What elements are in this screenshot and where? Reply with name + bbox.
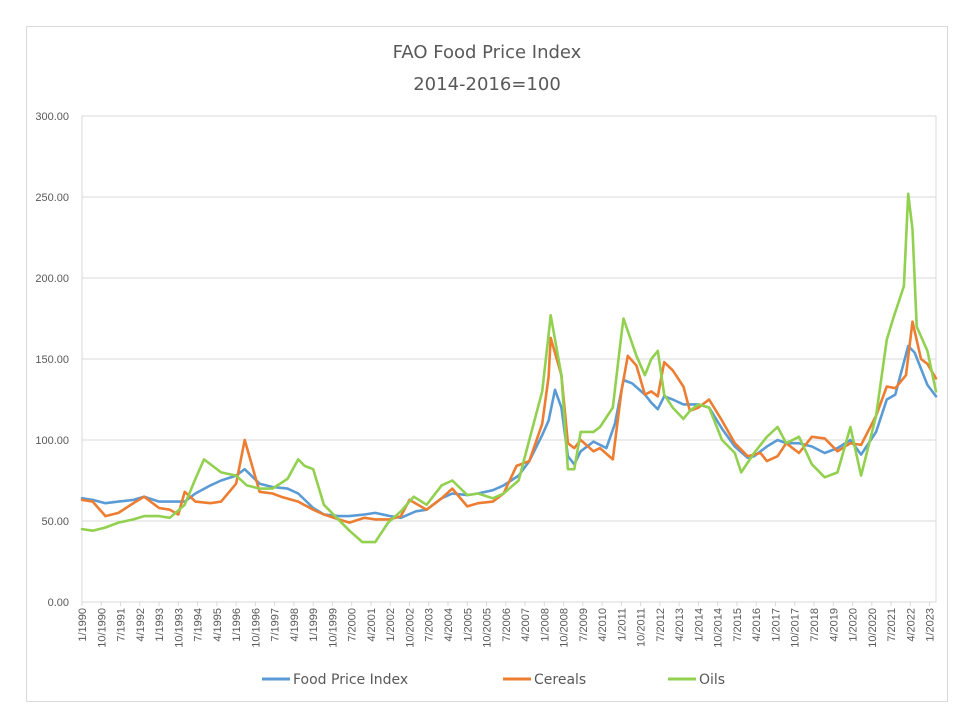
x-tick-label: 7/2015 (732, 608, 744, 642)
x-tick-label: 7/2006 (501, 608, 513, 642)
x-tick-label: 10/2017 (790, 608, 802, 648)
y-tick-label: 150.00 (35, 354, 69, 366)
series-line-food-price-index (80, 344, 938, 520)
y-tick-label: 100.00 (35, 435, 69, 447)
x-tick-label: 1/2017 (770, 608, 782, 642)
x-tick-label: 4/1992 (135, 608, 147, 642)
x-tick-label: 4/2019 (828, 608, 840, 642)
x-tick-label: 4/2010 (597, 608, 609, 642)
x-tick-label: 4/2022 (905, 608, 917, 642)
x-tick-label: 10/2002 (404, 608, 416, 648)
y-axis-ticks: 0.00 50.00 100.00 150.00 200.00 250.00 300.00 (35, 111, 69, 609)
series-lines (80, 192, 938, 544)
x-tick-label: 7/2021 (886, 608, 898, 642)
x-tick-label: 4/2016 (751, 608, 763, 642)
legend-label: Food Price Index (293, 672, 408, 688)
x-tick-label: 10/1993 (173, 608, 185, 648)
legend-label: Cereals (534, 672, 586, 688)
x-tick-label: 1/2011 (616, 608, 628, 641)
x-tick-label: 10/2014 (713, 608, 725, 648)
chart-subtitle: 2014-2016=100 (413, 74, 561, 95)
y-tick-label: 200.00 (35, 273, 69, 285)
x-tick-label: 7/2000 (347, 608, 359, 642)
chart-title: FAO Food Price Index (393, 42, 582, 63)
x-tick-label: 4/1995 (212, 608, 224, 642)
x-tick-label: 7/2003 (424, 608, 436, 642)
x-tick-label: 10/2011 (636, 608, 648, 647)
x-tick-label: 7/2012 (655, 608, 667, 642)
legend-label: Oils (699, 672, 725, 688)
gridlines (82, 196, 936, 522)
x-tick-label: 10/2008 (559, 608, 571, 648)
x-tick-label: 4/2013 (674, 608, 686, 642)
x-tick-label: 10/1996 (250, 608, 262, 648)
x-tick-label: 1/1999 (308, 608, 320, 642)
x-tick-label: 1/1993 (154, 608, 166, 642)
x-tick-label: 7/1997 (270, 608, 282, 642)
legend: Food Price Index Cereals Oils (262, 672, 725, 688)
y-tick-label: 50.00 (41, 516, 69, 528)
series-line-oils (80, 192, 938, 544)
x-tick-label: 1/2023 (925, 608, 937, 642)
series-line-cereals (80, 320, 938, 524)
x-tick-label: 7/2018 (809, 608, 821, 642)
x-tick-label: 10/1999 (327, 608, 339, 648)
x-tick-label: 7/1991 (116, 608, 128, 642)
plot-area-border (81, 115, 937, 603)
x-tick-label: 10/2020 (867, 608, 879, 648)
y-tick-label: 250.00 (35, 192, 69, 204)
x-tick-label: 1/2005 (462, 608, 474, 642)
x-tick-label: 1/2020 (848, 608, 860, 642)
x-tick-label: 10/1990 (96, 608, 108, 648)
y-tick-label: 300.00 (35, 111, 69, 123)
x-tick-label: 7/1994 (193, 608, 205, 642)
x-tick-label: 7/2009 (578, 608, 590, 642)
x-tick-label: 1/2008 (539, 608, 551, 642)
x-axis-ticks: 1/1990 10/1990 7/1991 4/1992 1/1993 10/1993 7/… (77, 602, 937, 648)
x-tick-label: 1/1990 (77, 608, 89, 642)
x-tick-label: 1/2002 (385, 608, 397, 642)
x-tick-label: 1/1996 (231, 608, 243, 642)
x-tick-label: 4/2007 (520, 608, 532, 642)
x-tick-label: 4/2001 (366, 608, 378, 642)
x-tick-label: 10/2005 (482, 608, 494, 648)
x-tick-label: 4/2004 (443, 608, 455, 642)
x-tick-label: 4/1998 (289, 608, 301, 642)
chart-frame (26, 26, 948, 702)
y-tick-label: 0.00 (48, 597, 69, 609)
x-tick-label: 1/2014 (693, 608, 705, 642)
